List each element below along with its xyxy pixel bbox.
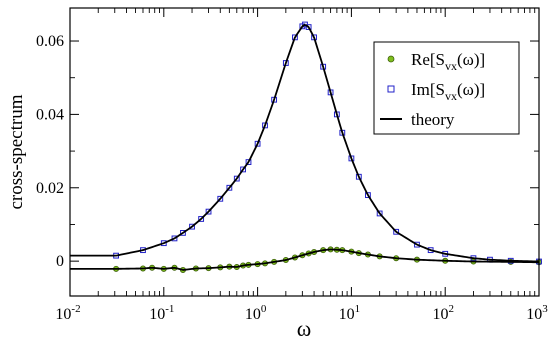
y-tick-label: 0	[56, 253, 64, 270]
axes: 10-2 10-1 100 101 102 103 0 0.02 0.04 0.06	[36, 8, 548, 323]
x-tick-label: 101	[339, 303, 361, 323]
x-tick-label: 103	[526, 303, 548, 323]
legend-label: Im[Svx(ω)]	[411, 80, 485, 103]
y-tick-label: 0.04	[36, 106, 64, 123]
im-point	[189, 223, 195, 230]
im-point	[305, 24, 312, 30]
theory-curves	[70, 23, 540, 271]
im-point	[240, 166, 246, 173]
theory-line-re	[70, 248, 540, 271]
theory-line-im	[70, 23, 540, 263]
im-point	[226, 184, 233, 191]
im-point	[245, 159, 252, 165]
legend-marker-square	[387, 85, 395, 93]
y-tick-label: 0.06	[36, 33, 64, 50]
legend-marker-circle	[387, 55, 395, 63]
im-point	[376, 210, 383, 217]
im-point	[217, 195, 224, 202]
y-axis-label: cross-spectrum	[6, 94, 27, 209]
im-point	[180, 230, 186, 236]
x-tick-label: 10-2	[55, 303, 80, 323]
legend-label: theory	[411, 110, 455, 129]
im-point	[233, 175, 240, 182]
plot-frame	[69, 7, 540, 297]
x-axis-label: ω	[297, 316, 311, 339]
legend: Re[Svx(ω)] Im[Svx(ω)] theory	[373, 41, 520, 135]
x-tick-label: 10-1	[149, 303, 174, 323]
x-tick-label: 102	[432, 303, 454, 323]
legend-label: Re[Svx(ω)]	[411, 50, 485, 73]
im-point	[171, 235, 178, 242]
im-point	[198, 216, 205, 222]
y-tick-label: 0.02	[36, 180, 64, 197]
im-point	[365, 192, 371, 199]
x-tick-label: 100	[245, 303, 267, 323]
im-point	[393, 228, 400, 235]
im-point	[205, 208, 212, 215]
